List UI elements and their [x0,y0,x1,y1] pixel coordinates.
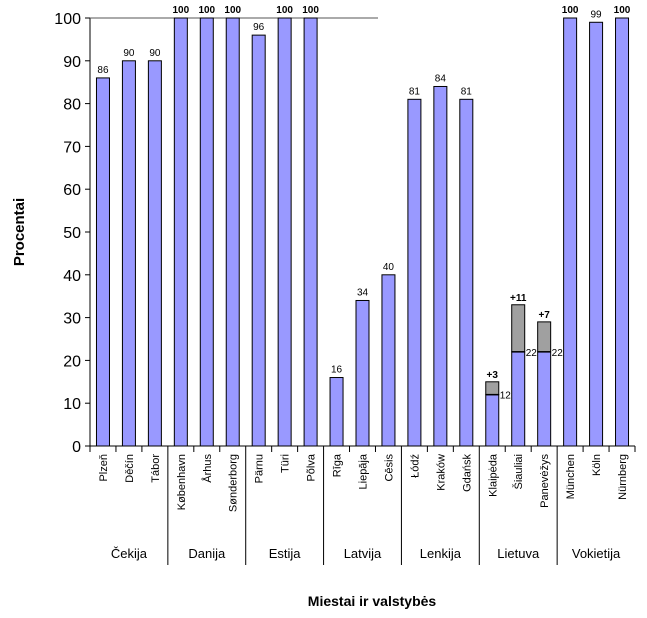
bar-value-label: 81 [461,86,473,97]
x-tick-label: Põlva [306,453,318,481]
bar [121,60,136,447]
y-tick-label: 80 [63,97,81,114]
bar-value-label: 100 [224,5,241,16]
group-label: Lietuva [497,546,540,561]
y-tick-label: 0 [72,439,81,456]
y-tick-label: 60 [63,182,81,199]
bar-value-label: 81 [409,86,421,97]
bar-addition [511,304,526,353]
bar [277,17,292,447]
bar [199,17,214,447]
bar-addition-label: +3 [487,370,499,381]
y-tick-label: 10 [63,396,81,413]
bar-value-label: 84 [435,73,447,84]
group-label: Lenkija [420,546,462,561]
x-tick-label: Kraków [435,454,447,491]
x-axis: Plzeň Děčín Tábor København Århus Sønderborg P… [89,445,636,565]
bar-value-label: 90 [149,48,161,59]
x-tick-label: København [176,454,188,510]
bar [147,60,162,447]
x-tick-label: Klaipėda [487,453,499,497]
x-tick-label: Rīga [332,453,344,477]
bar-value-label: 100 [302,5,319,16]
bar-value-label: 34 [357,287,369,298]
bar [537,351,552,447]
bar-value-label: 100 [172,5,189,16]
bar [225,17,240,447]
bar-value-label: 90 [123,48,135,59]
bar [433,85,448,447]
y-axis-title: Procentai [11,198,28,266]
x-tick-label: Pärnu [254,454,266,483]
bar [407,98,422,447]
x-tick-label: Panevėžys [539,454,551,508]
y-tick-label: 100 [54,11,81,28]
x-tick-label: Tábor [150,454,162,483]
bar-value-label: 96 [253,22,265,33]
y-tick-label: 40 [63,268,81,285]
bar [329,377,344,447]
bar [381,274,396,447]
group-label: Danija [188,546,226,561]
x-tick-label: Děčín [124,454,136,483]
bar [589,21,604,447]
group-label: Čekija [111,546,148,561]
x-tick-label: Cēsis [383,454,395,482]
y-tick-label: 20 [63,353,81,370]
y-tick-label: 70 [63,139,81,156]
group-label: Estija [269,546,302,561]
bar [615,17,630,447]
x-tick-label: Gdańsk [461,454,473,492]
x-tick-label: Nürnberg [617,454,629,500]
bar-addition [485,381,500,396]
bar-value-label: 22 [526,348,538,359]
bar-value-label: 100 [276,5,293,16]
x-tick-label: Sønderborg [228,454,240,512]
bars: 86 90 90 100 100 100 96 100 100 16 34 40 81 84 81 12 22 2… [95,5,631,447]
x-tick-label: Plzeň [98,454,110,482]
bar-value-label: 16 [331,365,343,376]
bar-value-label: 100 [562,5,579,16]
bar-value-label: 22 [552,348,564,359]
bar [251,34,266,447]
x-tick-label: Köln [591,454,603,476]
bar-value-label: 12 [500,391,512,402]
x-tick-label: Šiauliai [512,454,525,489]
bar [173,17,188,447]
bar-value-label: 100 [614,5,631,16]
bar [485,394,500,447]
y-tick-label: 50 [63,225,81,242]
bar [563,17,578,447]
bar [303,17,318,447]
y-tick-label: 90 [63,54,81,71]
bar [95,77,110,447]
y-tick-label: 30 [63,311,81,328]
bar [355,299,370,447]
bar [511,351,526,447]
group-label: Latvija [344,546,382,561]
bar-value-label: 100 [198,5,215,16]
group-label: Vokietija [572,546,621,561]
bar-addition-label: +11 [510,293,527,304]
bar [459,98,474,447]
bar-value-label: 40 [383,262,395,273]
x-tick-label: Århus [201,454,214,483]
x-tick-label: München [565,454,577,499]
x-axis-title: Miestai ir valstybės [308,593,437,609]
bar-value-label: 86 [97,65,109,76]
x-tick-label: Türi [280,454,292,473]
x-tick-label: Łódź [409,454,421,478]
x-tick-label: Liepāja [358,453,370,489]
bar-value-label: 99 [591,9,603,20]
bar-addition-label: +7 [538,310,550,321]
bar-addition [537,321,552,353]
